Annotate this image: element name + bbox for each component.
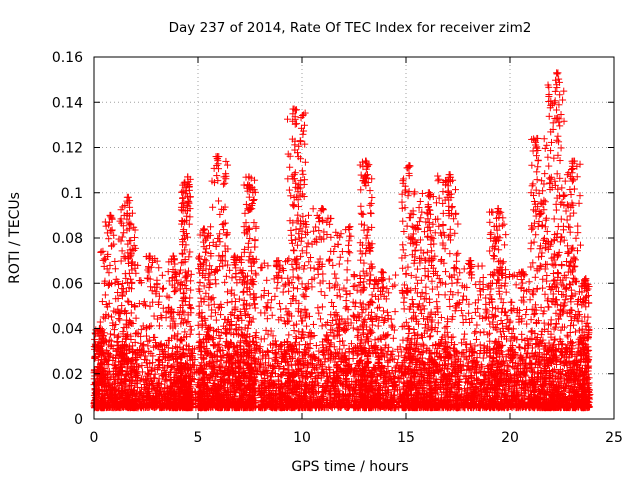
data-point (219, 221, 226, 228)
data-point (215, 235, 222, 242)
data-point (133, 315, 140, 322)
data-point (127, 276, 134, 283)
data-point (212, 280, 219, 287)
data-point (221, 279, 228, 286)
data-point (212, 276, 219, 283)
data-point (151, 313, 158, 320)
data-point (195, 254, 202, 261)
data-point (99, 298, 106, 305)
data-point (223, 273, 230, 280)
data-point (215, 197, 222, 204)
data-point (122, 275, 129, 282)
data-point (462, 341, 469, 348)
data-point (222, 220, 229, 227)
data-point (124, 298, 131, 305)
data-point (188, 326, 195, 333)
data-point (224, 299, 231, 306)
data-point (186, 213, 193, 220)
data-point (147, 283, 154, 290)
data-point (156, 322, 163, 329)
data-point (480, 355, 487, 362)
data-point (116, 317, 123, 324)
data-point (196, 331, 203, 338)
data-point (195, 322, 202, 329)
data-point (148, 322, 155, 329)
data-point (115, 315, 122, 322)
data-point (167, 309, 174, 316)
data-point (105, 269, 112, 276)
data-point (112, 265, 119, 272)
data-point (111, 258, 118, 265)
data-point (187, 287, 194, 294)
data-point (172, 287, 179, 294)
data-point (128, 309, 135, 316)
data-point (221, 173, 228, 180)
data-point (132, 270, 139, 277)
data-point (178, 189, 185, 196)
data-point (102, 291, 109, 298)
data-point (327, 357, 334, 364)
data-point (224, 162, 231, 169)
data-point (228, 274, 235, 281)
data-point (155, 264, 162, 271)
data-points (91, 69, 594, 411)
data-point (159, 286, 166, 293)
data-point (216, 211, 223, 218)
data-point (118, 302, 125, 309)
data-point (224, 231, 231, 238)
data-point (206, 242, 213, 249)
data-point (144, 338, 151, 345)
data-point (133, 330, 140, 337)
data-point (224, 288, 231, 295)
data-point (169, 345, 176, 352)
roti-scatter-chart: 0 5 10 15 20 25 00.020.040.060.080.10.120.140… (0, 0, 640, 480)
data-point (201, 225, 208, 232)
data-point (213, 172, 220, 179)
data-point (221, 180, 228, 187)
data-point (215, 252, 222, 259)
data-point (159, 272, 166, 279)
data-point (217, 311, 224, 318)
data-point (124, 279, 131, 286)
data-point (142, 302, 149, 309)
data-point (209, 204, 216, 211)
data-point (340, 342, 347, 349)
data-point (111, 326, 118, 333)
data-point (202, 249, 209, 256)
data-point (207, 223, 214, 230)
data-point (97, 319, 104, 326)
data-point (206, 284, 213, 291)
data-point (186, 294, 193, 301)
data-point (125, 194, 132, 201)
data-point (107, 331, 114, 338)
data-point (385, 357, 392, 364)
data-point (180, 294, 187, 301)
data-point (154, 316, 161, 323)
data-point (160, 285, 167, 292)
data-point (197, 279, 204, 286)
data-point (233, 279, 240, 286)
data-point (208, 313, 215, 320)
data-point (240, 289, 247, 296)
data-point (215, 160, 222, 167)
data-point (197, 295, 204, 302)
data-point (213, 317, 220, 324)
data-point (222, 158, 229, 165)
data-point (233, 330, 240, 337)
data-point (110, 232, 117, 239)
data-point (119, 280, 126, 287)
data-point (105, 235, 112, 242)
